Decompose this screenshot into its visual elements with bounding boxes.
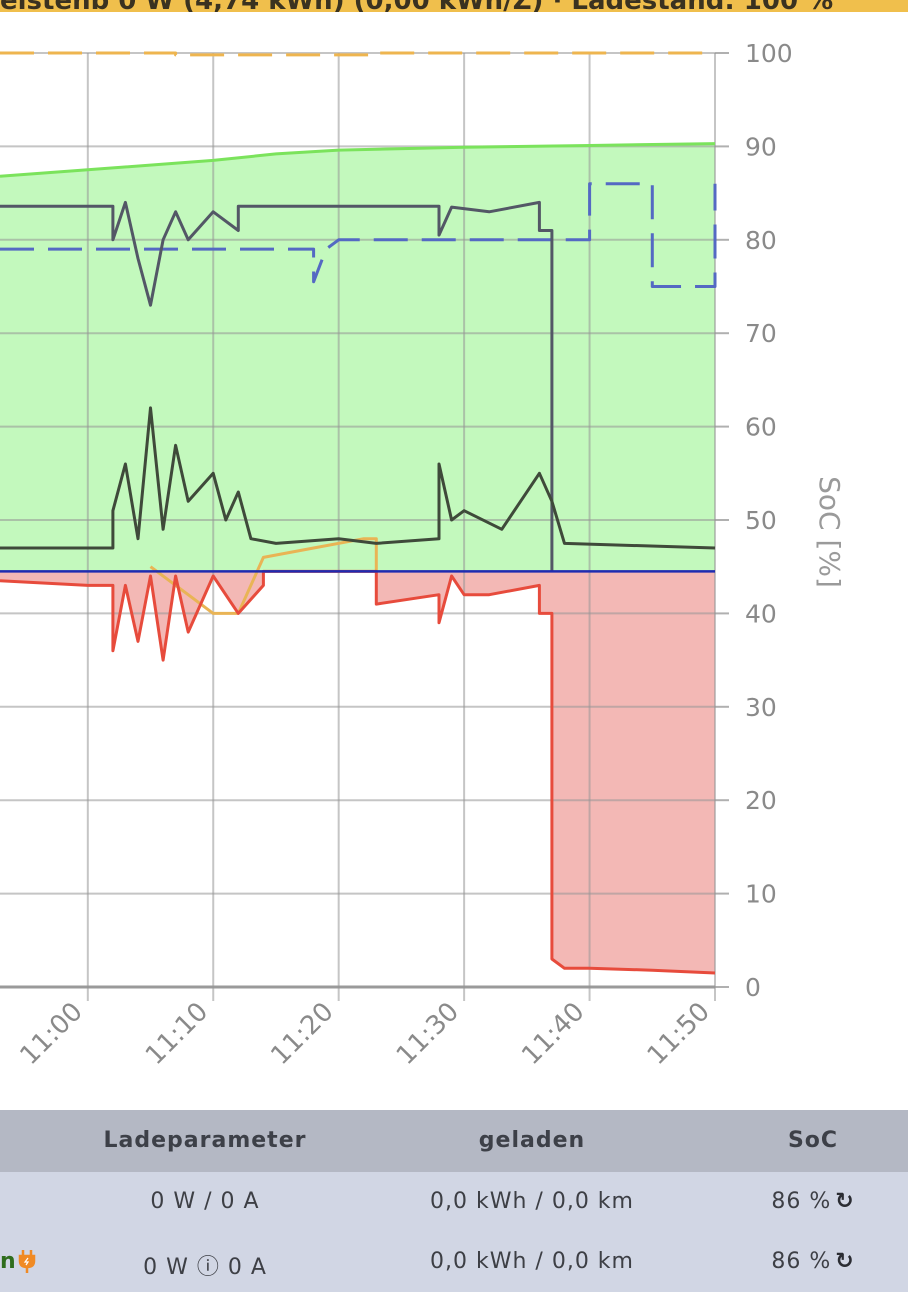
soc-cell: 86 % ↻: [771, 1249, 854, 1274]
charged-amount: 0,0 kWh / 0,0 km: [430, 1189, 634, 1214]
axis-label-y: SoC [%]: [813, 476, 846, 588]
tick-label-y: 10: [745, 880, 777, 909]
status-text: eistenb 0 W (4,74 kWh) (0,00 kWh/Z) · La…: [0, 0, 833, 12]
tick-label-y: 50: [745, 506, 777, 535]
tick-label-x: 11:30: [391, 997, 465, 1071]
refresh-icon[interactable]: ↻: [835, 1189, 855, 1214]
plug-icon: [18, 1250, 36, 1273]
table-row[interactable]: 0 W / 0 A 0,0 kWh / 0,0 km 86 % ↻: [0, 1172, 908, 1232]
soc-value: 86 %: [771, 1189, 832, 1214]
refresh-icon[interactable]: ↻: [835, 1249, 855, 1274]
soc-cell: 86 % ↻: [771, 1189, 854, 1214]
tick-label-y: 100: [745, 39, 793, 68]
soc-value: 86 %: [771, 1249, 832, 1274]
tick-label-x: 11:40: [516, 997, 590, 1071]
charge-point-name[interactable]: n: [0, 1249, 16, 1274]
tick-label-x: 11:00: [15, 997, 89, 1071]
table-row[interactable]: n 0 W ⓘ 0 A 0,0 kWh / 0,0 km 86 % ↻: [0, 1232, 908, 1292]
series-line-soc-home: [0, 142, 716, 178]
tick-label-y: 0: [745, 973, 761, 1002]
series-line-house-consumption: [0, 406, 716, 550]
series-line-battery-limit: [0, 51, 715, 57]
series-line-vehicle-soc-1: [0, 200, 554, 572]
tick-label-y: 40: [745, 599, 777, 628]
tick-label-y: 20: [745, 786, 777, 815]
series-line-pv-generation: [149, 537, 378, 615]
tick-label-x: 11:20: [265, 997, 339, 1071]
tick-label-y: 30: [745, 693, 777, 722]
soc-line-chart: 0 10 20 30 40 50 60 70 80 90 100 11:00 11:10 11:20 11:…: [0, 39, 846, 1071]
series-line-vehicle-soc-2: [0, 182, 717, 288]
tick-label-y: 60: [745, 413, 777, 442]
tick-label-y: 90: [745, 132, 777, 161]
table-header: Ladeparameter geladen SoC: [0, 1110, 908, 1172]
header-soc: SoC: [787, 1128, 839, 1153]
status-bar: eistenb 0 W (4,74 kWh) (0,00 kWh/Z) · La…: [0, 0, 908, 12]
charged-amount: 0,0 kWh / 0,0 km: [430, 1249, 634, 1274]
header-geladen: geladen: [478, 1128, 586, 1153]
charge-params: 0 W ⓘ 0 A: [143, 1255, 267, 1280]
header-ladeparameter: Ladeparameter: [103, 1128, 307, 1153]
charge-points-table: Ladeparameter geladen SoC 0 W / 0 A 0,0 …: [0, 1110, 908, 1312]
tick-label-y: 70: [745, 319, 777, 348]
tick-label-x: 11:50: [642, 997, 716, 1071]
grid-import-area-fill: [0, 571, 715, 973]
tick-label-y: 80: [745, 226, 777, 255]
soc-area-fill: [0, 143, 715, 572]
tick-label-x: 11:10: [140, 997, 214, 1071]
charge-params: 0 W / 0 A: [150, 1189, 260, 1214]
